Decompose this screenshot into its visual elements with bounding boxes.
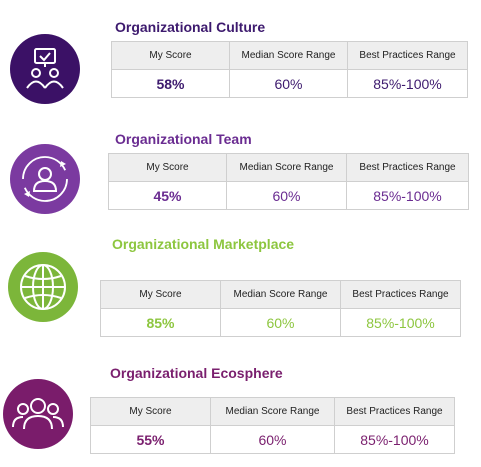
my-score-value: 58%: [111, 69, 230, 98]
header-my-score: My Score: [108, 153, 227, 182]
score-table: My Score Median Score Range Best Practic…: [100, 280, 461, 337]
section-title: Organizational Ecosphere: [110, 365, 283, 381]
section-marketplace: Organizational Marketplace My Score Medi…: [0, 225, 481, 350]
score-table: My Score Median Score Range Best Practic…: [90, 397, 455, 454]
my-score-value: 45%: [108, 181, 227, 210]
header-best-practices-range: Best Practices Range: [346, 153, 469, 182]
score-table: My Score Median Score Range Best Practic…: [111, 41, 468, 98]
score-table: My Score Median Score Range Best Practic…: [108, 153, 469, 210]
median-score-value: 60%: [226, 181, 347, 210]
header-my-score: My Score: [100, 280, 221, 309]
header-best-practices-range: Best Practices Range: [334, 397, 455, 426]
best-practices-value: 85%-100%: [340, 308, 461, 337]
header-my-score: My Score: [90, 397, 211, 426]
presentation-people-icon: [10, 34, 80, 104]
section-title: Organizational Marketplace: [112, 236, 295, 252]
globe-icon: [8, 252, 78, 322]
my-score-value: 55%: [90, 425, 211, 454]
section-title: Organizational Team: [115, 131, 252, 147]
best-practices-value: 85%-100%: [347, 69, 468, 98]
person-cycle-icon: [10, 144, 80, 214]
median-score-value: 60%: [220, 308, 341, 337]
header-median-score-range: Median Score Range: [229, 41, 348, 70]
median-score-value: 60%: [210, 425, 335, 454]
header-median-score-range: Median Score Range: [220, 280, 341, 309]
median-score-value: 60%: [229, 69, 348, 98]
section-ecosphere: Organizational Ecosphere My Score Median…: [0, 350, 481, 467]
header-median-score-range: Median Score Range: [210, 397, 335, 426]
best-practices-value: 85%-100%: [346, 181, 469, 210]
section-culture: Organizational Culture My Score Median S…: [0, 0, 481, 115]
best-practices-value: 85%-100%: [334, 425, 455, 454]
section-team: Organizational Team My Score Median Scor…: [0, 115, 481, 225]
my-score-value: 85%: [100, 308, 221, 337]
header-best-practices-range: Best Practices Range: [340, 280, 461, 309]
header-median-score-range: Median Score Range: [226, 153, 347, 182]
group-people-icon: [3, 379, 73, 449]
header-best-practices-range: Best Practices Range: [347, 41, 468, 70]
section-title: Organizational Culture: [115, 19, 266, 35]
header-my-score: My Score: [111, 41, 230, 70]
